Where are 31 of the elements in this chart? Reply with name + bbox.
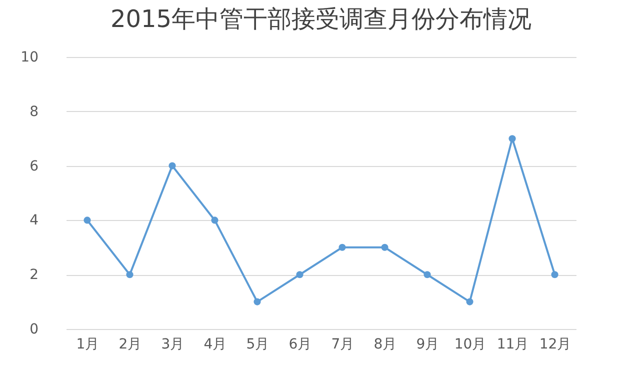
x-tick-label: 4月: [204, 336, 227, 352]
x-tick-label: 5月: [246, 336, 270, 352]
x-tick-label: 8月: [374, 336, 397, 352]
point: [466, 298, 474, 306]
x-tick-label: 10月: [454, 336, 486, 352]
x-tick-label: 6月: [288, 336, 312, 352]
y-tick-label: 0: [30, 322, 38, 338]
point: [381, 244, 388, 251]
x-tick-label: 1月: [76, 336, 100, 352]
point: [211, 216, 218, 224]
x-tick-label: 7月: [331, 336, 354, 352]
y-tick-label: 6: [30, 158, 39, 174]
point: [254, 298, 261, 306]
y-tick-label: 8: [30, 104, 38, 120]
y-tick-label: 4: [30, 212, 39, 229]
x-tick-label: 2月: [118, 336, 142, 352]
point: [551, 271, 558, 278]
point: [168, 162, 176, 170]
point: [424, 271, 431, 278]
x-tick-label: 3月: [161, 336, 184, 352]
y-tick-label: 10: [20, 50, 38, 66]
point: [338, 244, 346, 251]
point: [508, 135, 516, 142]
point: [296, 271, 304, 278]
point: [84, 216, 91, 224]
x-tick-label: 9月: [416, 336, 440, 352]
point: [126, 271, 134, 278]
x-tick-label: 12月: [539, 336, 572, 352]
x-tick-label: 11月: [496, 336, 529, 352]
y-tick-label: 2: [30, 267, 38, 284]
chart-title: 2015年中管干部接受调查月份分布情况: [110, 5, 532, 33]
